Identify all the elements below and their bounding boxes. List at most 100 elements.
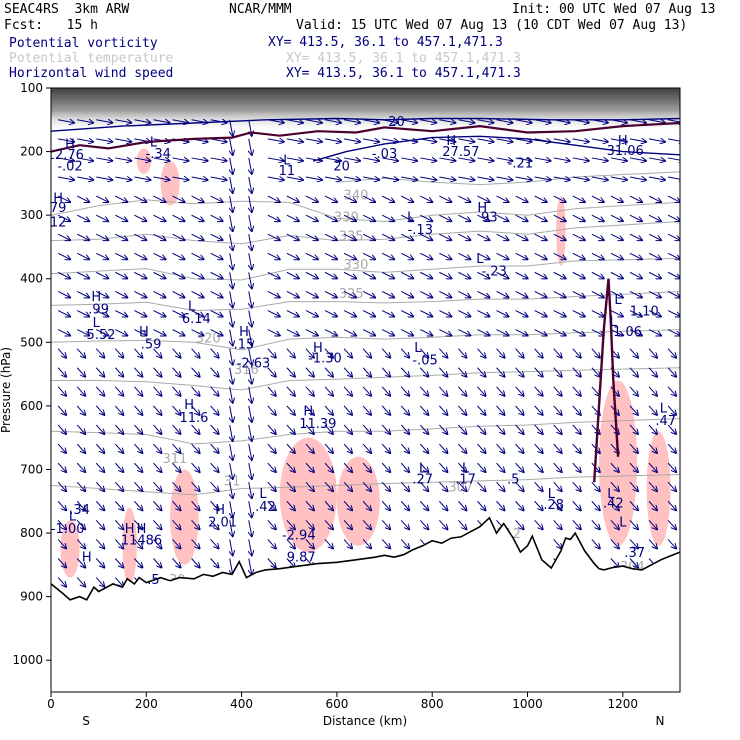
wind-vector	[230, 157, 233, 174]
wind-vector	[667, 329, 680, 336]
wind-vector	[324, 329, 337, 336]
wind-vector	[286, 195, 299, 202]
wind-vector	[458, 120, 474, 123]
wind-vector	[191, 195, 204, 202]
wind-vector	[591, 348, 600, 358]
wind-vector	[286, 500, 295, 510]
wind-vector	[76, 271, 89, 278]
wind-vector	[362, 310, 375, 317]
wind-vector	[438, 443, 447, 453]
wind-vector	[343, 462, 352, 472]
wind-vector	[230, 482, 233, 498]
wind-vector	[210, 177, 227, 180]
pv-extremum-label: -.13	[408, 223, 433, 238]
wind-vector	[381, 195, 394, 202]
wind-vector	[572, 233, 585, 240]
wind-vector	[591, 158, 608, 161]
wind-vector	[249, 386, 252, 403]
wind-vector	[400, 405, 409, 415]
wind-vector	[496, 252, 509, 259]
wind-vector	[134, 252, 146, 259]
wind-vector	[172, 424, 181, 434]
wind-vector	[305, 158, 322, 161]
wind-vector	[230, 386, 233, 403]
wind-vector	[57, 558, 66, 567]
wind-vector	[324, 177, 341, 180]
wind-vector	[496, 424, 505, 434]
pv-extremum-label: .42	[603, 497, 624, 512]
wind-vector	[305, 539, 314, 548]
wind-vector	[76, 520, 85, 529]
wind-vector	[439, 291, 451, 297]
wind-vector	[591, 195, 604, 202]
wind-vector	[515, 348, 524, 358]
wind-vector	[419, 386, 428, 396]
wind-vector	[343, 500, 352, 510]
wind-vector	[76, 252, 89, 259]
wind-vector	[57, 386, 66, 396]
wind-vector	[667, 462, 676, 472]
wind-vector	[96, 271, 108, 278]
wind-vector	[172, 195, 185, 202]
wind-vector	[305, 405, 314, 415]
wind-vector	[230, 520, 233, 536]
wind-vector	[477, 424, 485, 434]
wind-vector	[553, 367, 562, 377]
wind-vector	[629, 558, 638, 567]
wind-vector	[153, 424, 161, 434]
x-axis: 0 200 400 600 800 1000 1200	[47, 692, 638, 711]
wind-vector	[267, 500, 276, 510]
wind-vector	[286, 252, 299, 259]
wind-vector	[191, 386, 200, 396]
wind-vector	[419, 367, 428, 377]
wind-vector	[172, 462, 181, 472]
wind-vector	[305, 481, 314, 491]
theta-contour-label: 325	[339, 287, 364, 302]
wind-vector	[515, 520, 524, 529]
wind-vector	[382, 158, 398, 161]
wind-vector	[534, 233, 547, 240]
convective-shade	[122, 507, 137, 584]
wind-vector	[343, 329, 356, 336]
y-axis-label: Pressure (hPa)	[0, 347, 13, 433]
wind-vector	[57, 252, 70, 259]
wind-vector	[401, 158, 417, 161]
wind-vector	[249, 138, 252, 155]
wind-vector	[267, 405, 276, 415]
wind-vector	[496, 462, 505, 472]
wind-vector	[153, 386, 161, 396]
pv-extremum-label: 93	[481, 211, 498, 226]
pv-extremum-label: 11.39	[299, 417, 336, 432]
wind-vector	[401, 177, 417, 180]
wind-vector	[286, 462, 295, 472]
wind-vector	[439, 195, 451, 202]
pv-extremum-label: -2.63	[237, 357, 271, 372]
wind-vector	[381, 424, 390, 434]
wind-vector	[553, 386, 562, 396]
convective-shade	[336, 456, 380, 546]
wind-vector	[286, 177, 303, 180]
wind-vector	[210, 120, 227, 123]
wind-vector	[343, 177, 360, 180]
x-tick-label: 800	[421, 697, 444, 711]
wind-vector	[362, 367, 371, 377]
wind-vector	[210, 386, 219, 396]
wind-vector	[267, 177, 284, 180]
wind-vector	[363, 120, 379, 123]
wind-vector	[591, 500, 600, 510]
wind-vector	[191, 310, 204, 317]
wind-vector	[458, 462, 466, 472]
wind-vector	[305, 139, 322, 142]
theta-contour-label: 31	[224, 474, 241, 489]
wind-vector	[648, 158, 665, 161]
wind-vector	[400, 424, 409, 434]
wind-vector	[420, 195, 432, 202]
theta-contour-label: 340	[344, 188, 369, 203]
wind-vector	[134, 310, 146, 317]
wind-vector	[343, 520, 352, 529]
wind-vector	[153, 348, 161, 358]
wind-vector	[286, 158, 303, 161]
wind-vector	[496, 291, 509, 297]
wind-vector	[230, 291, 233, 307]
wind-vector	[648, 120, 665, 123]
